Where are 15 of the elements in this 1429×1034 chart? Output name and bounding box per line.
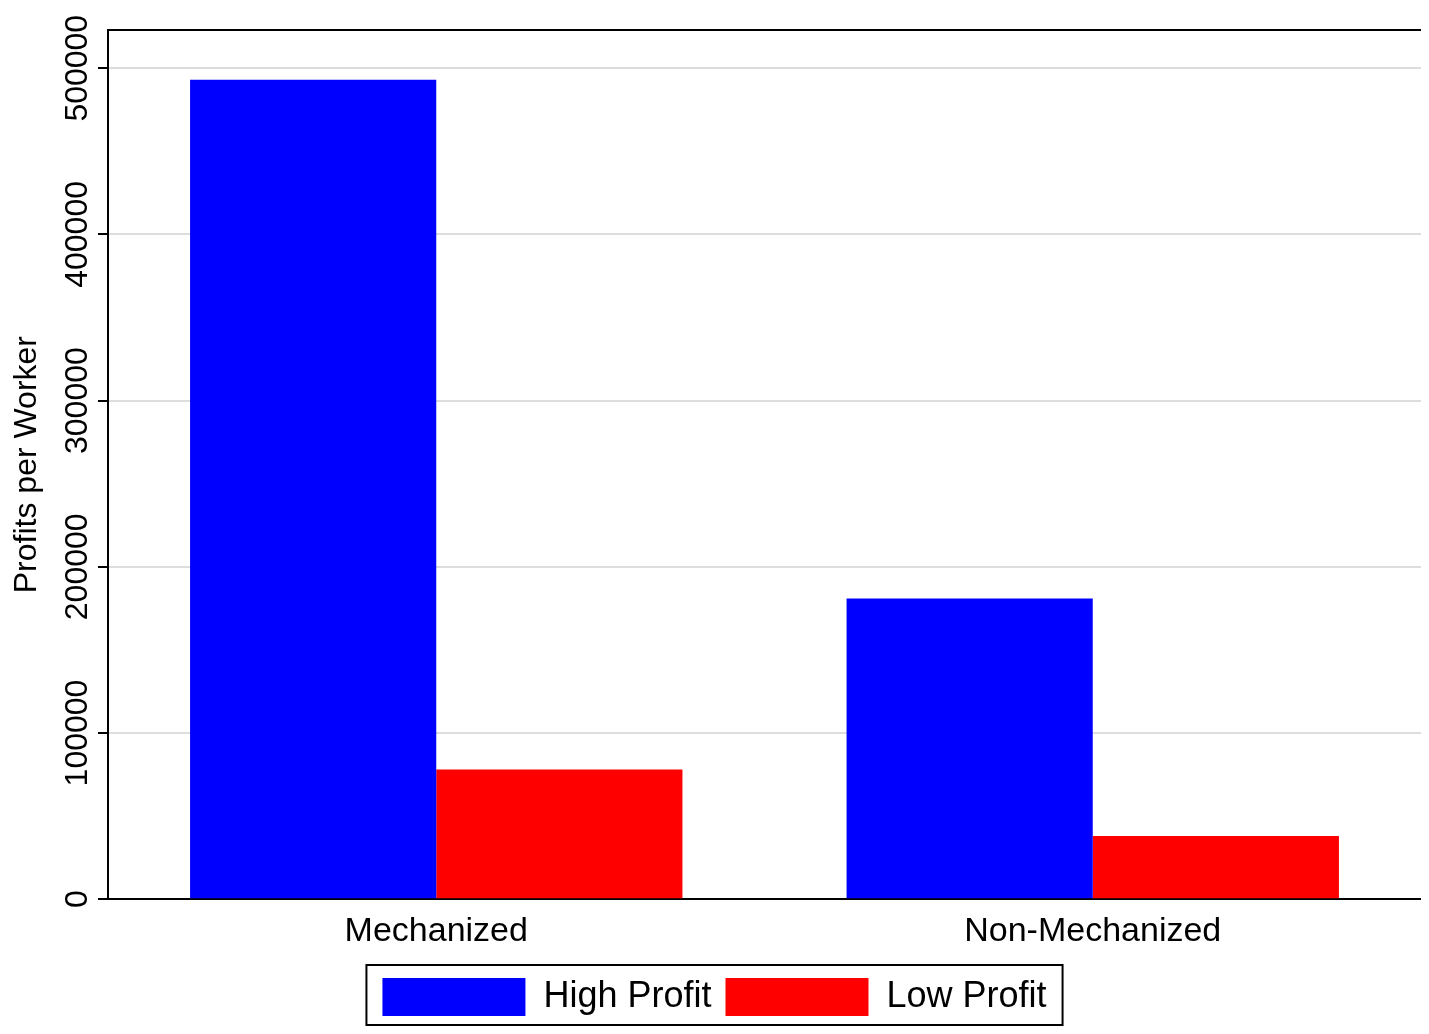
y-tick-label: 100000 [57,679,94,787]
y-tick-label: 300000 [57,347,94,455]
legend-label: Low Profit [886,973,1047,1015]
bar [1092,836,1339,899]
x-tick-label: Mechanized [344,909,528,948]
bar [190,79,437,899]
bar [846,598,1093,899]
y-tick-label: 400000 [57,181,94,288]
legend-label: High Profit [543,973,712,1015]
x-tick-label: Non-Mechanized [964,909,1222,948]
y-axis-title: Profits per Worker [7,335,44,594]
y-tick-label: 0 [57,890,94,909]
bar [436,769,683,899]
y-tick-label: 200000 [57,513,94,621]
y-tick-label: 500000 [57,14,94,122]
